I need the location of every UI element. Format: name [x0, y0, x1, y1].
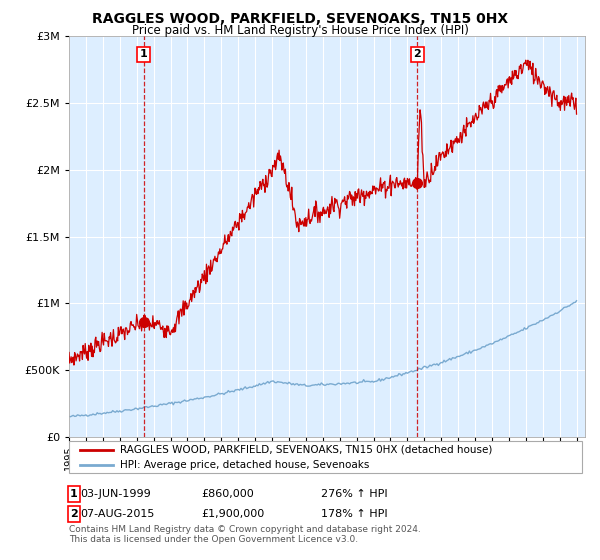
Text: 1: 1 [70, 489, 78, 499]
Text: £1,900,000: £1,900,000 [201, 509, 264, 519]
Text: 2: 2 [70, 509, 78, 519]
Text: £860,000: £860,000 [201, 489, 254, 499]
Text: Contains HM Land Registry data © Crown copyright and database right 2024.
This d: Contains HM Land Registry data © Crown c… [69, 525, 421, 544]
Text: 03-JUN-1999: 03-JUN-1999 [80, 489, 151, 499]
Text: HPI: Average price, detached house, Sevenoaks: HPI: Average price, detached house, Seve… [120, 460, 370, 470]
Text: 1: 1 [140, 49, 148, 59]
Text: RAGGLES WOOD, PARKFIELD, SEVENOAKS, TN15 0HX (detached house): RAGGLES WOOD, PARKFIELD, SEVENOAKS, TN15… [120, 445, 493, 455]
Text: Price paid vs. HM Land Registry's House Price Index (HPI): Price paid vs. HM Land Registry's House … [131, 24, 469, 37]
Text: 276% ↑ HPI: 276% ↑ HPI [321, 489, 388, 499]
Text: 178% ↑ HPI: 178% ↑ HPI [321, 509, 388, 519]
Text: 2: 2 [413, 49, 421, 59]
Text: RAGGLES WOOD, PARKFIELD, SEVENOAKS, TN15 0HX: RAGGLES WOOD, PARKFIELD, SEVENOAKS, TN15… [92, 12, 508, 26]
Text: 07-AUG-2015: 07-AUG-2015 [80, 509, 155, 519]
